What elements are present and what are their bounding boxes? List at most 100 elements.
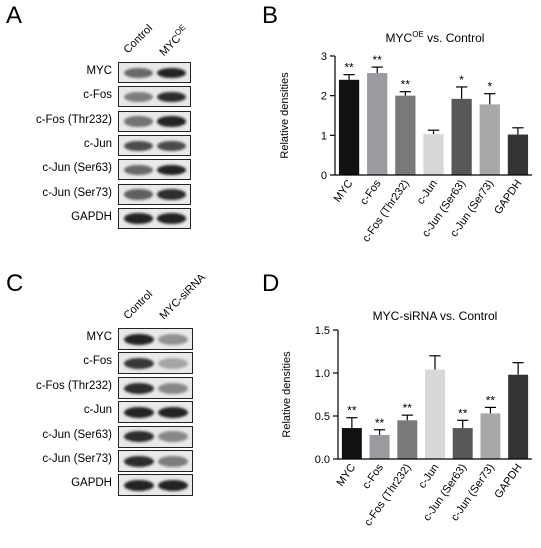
significance-marker: ** — [458, 406, 468, 420]
blot-row-label: c-Jun (Ser73) — [42, 453, 112, 465]
x-tick-label: GAPDH — [492, 462, 524, 501]
significance-marker: ** — [373, 53, 383, 67]
blot-band — [124, 455, 155, 467]
blot-band — [156, 213, 187, 224]
blot-band — [158, 333, 188, 345]
chart-title: MYCOE vs. Control — [386, 30, 485, 45]
blot-band — [124, 358, 155, 370]
blot-row — [118, 159, 191, 181]
chart-title: MYC-siRNA vs. Control — [373, 309, 498, 323]
blot-row — [118, 110, 191, 132]
bar — [338, 79, 360, 175]
y-tick-label: 0.0 — [315, 454, 330, 466]
lane-label-myc-oe: MYCOE — [156, 23, 192, 59]
chart-title-superscript: OE — [412, 30, 424, 39]
blot-band — [156, 189, 187, 200]
blot-row-label: c-Fos (Thr232) — [35, 379, 112, 392]
blot-band — [124, 116, 154, 127]
chart-title-main: MYC-siRNA vs. Control — [373, 309, 498, 323]
blot-row — [118, 450, 193, 472]
blot-row — [118, 401, 193, 424]
blot-row — [118, 474, 193, 497]
blot-row-label: MYC — [86, 65, 112, 77]
bar — [397, 420, 418, 459]
bar-chart-d: MYC-siRNA vs. Control 0.0 0.5 1.0 1.5 Relativ… — [281, 309, 532, 528]
significance-marker: ** — [486, 393, 496, 407]
x-tick-label: MYC — [332, 178, 356, 205]
bar — [507, 134, 529, 175]
blot-band — [124, 67, 154, 79]
bar — [480, 413, 501, 459]
blot-band — [158, 480, 188, 492]
bar — [425, 369, 445, 459]
blot-band — [156, 67, 187, 79]
chart-title-main: MYC — [386, 31, 413, 45]
x-tick-label: MYC — [334, 462, 358, 489]
blot-row-label: c-Jun (Ser63) — [42, 428, 112, 441]
blot-row — [118, 134, 191, 156]
blot-row-label: MYC — [86, 331, 112, 343]
blot-band — [124, 333, 155, 345]
blot-band — [124, 382, 155, 394]
significance-marker: ** — [344, 61, 354, 75]
bar — [451, 98, 472, 175]
significance-marker: ** — [403, 401, 413, 415]
blot-band — [124, 164, 154, 176]
blot-row — [118, 183, 191, 205]
bar — [369, 434, 390, 459]
bar — [341, 428, 362, 459]
y-tick-label: 1.5 — [315, 325, 330, 337]
blot-row — [118, 352, 193, 375]
significance-marker: ** — [401, 78, 411, 92]
significance-marker: * — [459, 73, 464, 87]
blot-band — [124, 480, 155, 492]
blot-row-label: c-Fos — [83, 89, 112, 102]
y-tick-label: 1.0 — [315, 368, 330, 380]
blot-row-label: c-Jun — [83, 404, 112, 417]
panel-letter-c: C — [6, 270, 24, 297]
panel-letter-b: B — [262, 2, 279, 29]
blot-row — [118, 376, 193, 399]
blot-band — [124, 140, 154, 151]
bar — [367, 73, 388, 175]
blot-band — [124, 431, 155, 443]
blot-band — [124, 91, 154, 103]
blot-band — [124, 407, 155, 419]
panel-letter-a: A — [6, 2, 23, 29]
bar — [423, 134, 444, 175]
blot-row-label: GAPDH — [71, 210, 112, 223]
y-axis-label: Relative densities — [279, 72, 291, 159]
significance-marker: ** — [347, 404, 357, 418]
blot-row-label: GAPDH — [71, 477, 112, 490]
lane-label-control-a: Control — [122, 22, 156, 56]
lane-label-myc-sirna-text: MYC-siRNA — [157, 271, 208, 322]
blot-row-label: c-Fos (Thr232) — [35, 113, 112, 126]
y-tick-label: 2 — [321, 91, 327, 103]
bar — [508, 374, 529, 459]
blot-band — [158, 407, 188, 419]
blot-band — [158, 431, 188, 443]
lane-label-myc-sirna: MYC-siRNA — [158, 272, 208, 322]
blot-band — [158, 382, 188, 394]
blot-band — [156, 91, 187, 103]
y-axis-label: Relative densities — [281, 351, 293, 438]
blot-row-label: c-Jun (Ser73) — [42, 186, 112, 199]
panel-letter-d: D — [262, 270, 280, 297]
blot-band — [156, 140, 187, 151]
x-tick-label: c-Fos — [358, 177, 384, 207]
blot-row — [118, 62, 191, 83]
blot-row — [118, 328, 193, 350]
blot-row — [118, 86, 191, 108]
bar — [452, 428, 473, 459]
blot-row — [118, 425, 193, 448]
y-tick-label: 1 — [321, 130, 327, 142]
blot-row-label: c-Jun — [83, 137, 112, 150]
lane-label-control-c: Control — [122, 288, 156, 322]
blot-row — [118, 207, 191, 229]
blot-band — [156, 164, 187, 176]
x-tick-label: GAPDH — [492, 178, 524, 217]
blot-band — [156, 116, 187, 127]
significance-marker: * — [487, 80, 492, 94]
bar — [479, 104, 500, 175]
blot-band — [158, 358, 188, 370]
